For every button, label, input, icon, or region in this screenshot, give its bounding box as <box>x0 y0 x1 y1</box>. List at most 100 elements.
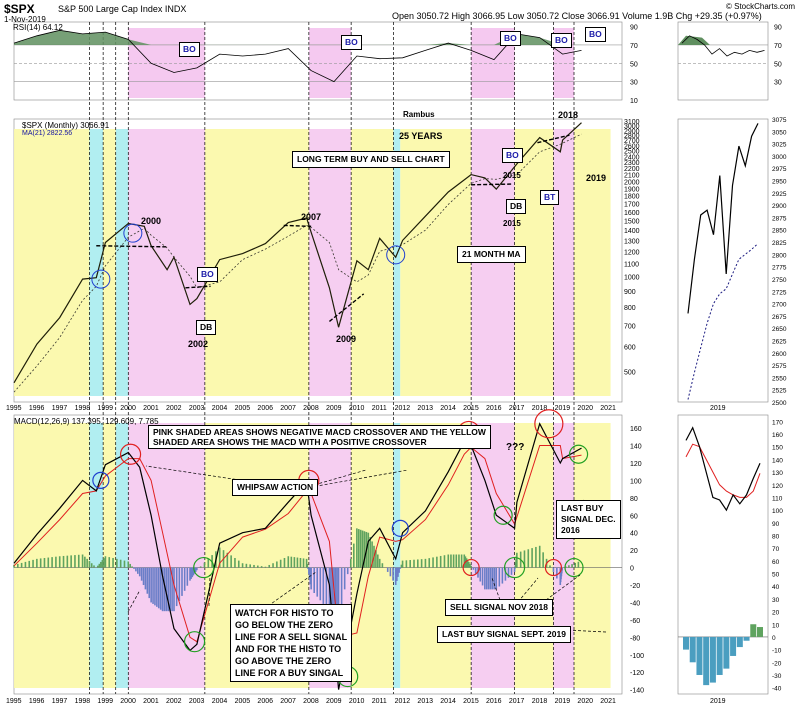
macd-detail-ytick-10: 10 <box>772 622 780 629</box>
zone-yellow-price-0 <box>14 129 90 396</box>
x-tick-mid-2005: 2005 <box>235 405 251 412</box>
price-ytick-1900: 1900 <box>624 186 640 193</box>
x-tick-mid-2021: 2021 <box>600 405 616 412</box>
macd-hist-bar-6-5 <box>137 567 139 574</box>
macd-detail-ytick-170: 170 <box>772 419 783 426</box>
macd-ytick-0: 0 <box>630 566 634 573</box>
price-detail-ytick-2650: 2650 <box>772 326 787 333</box>
macd-hist-bar-11-3 <box>192 567 195 576</box>
macd-circle-14 <box>568 444 589 464</box>
macd-hist-bar-30-5 <box>493 567 496 590</box>
macd-ytick--20: -20 <box>630 583 640 590</box>
zone-pink-price-4 <box>128 129 205 396</box>
macd-hist-bar-28-3 <box>466 560 469 568</box>
x-tick-mid-2007: 2007 <box>280 405 296 412</box>
rsi-overbought-fill <box>14 30 582 45</box>
rsi-label: RSI(14) 64.12 <box>13 23 63 32</box>
db-box-2002: DB <box>196 320 217 335</box>
macd-detail-ytick-50: 50 <box>772 572 780 579</box>
macd-hist-bar-14-2 <box>249 564 251 568</box>
macd-hist-bar-9-0 <box>161 567 164 612</box>
macd-hist-bar-34-5 <box>556 567 558 579</box>
x-tick-detail-price: 2019 <box>710 405 726 412</box>
x-tick-mid-2020: 2020 <box>577 405 593 412</box>
price-ytick-1100: 1100 <box>624 261 639 268</box>
macd-hist-bar-13-4 <box>234 557 236 568</box>
macd-hist-bar-15-1 <box>268 564 271 568</box>
price-detail-ytick-2925: 2925 <box>772 191 787 198</box>
macd-hist-bar-19-2 <box>331 567 334 615</box>
db-box-2015: DB <box>506 199 527 214</box>
macd-hist-bar-2-4 <box>74 555 76 568</box>
x-tick-mid-1996: 1996 <box>29 405 45 412</box>
bo-box-price-2003: BO <box>197 267 218 282</box>
macd-hist-bar-14-4 <box>257 565 259 568</box>
macd-hist-bar-24-3 <box>398 567 400 573</box>
macd-detail-signal <box>685 443 761 498</box>
watch-line-3: LINE FOR A SELL SIGNAL <box>235 632 348 642</box>
zone-legend-box: PINK SHADED AREAS SHOWS NEGATIVE MACD CR… <box>148 425 491 449</box>
macd-hist-bar-7-5 <box>148 567 151 599</box>
macd-hist-bar-22-1 <box>369 537 371 568</box>
x-tick-bot-2016: 2016 <box>486 698 502 705</box>
price-detail-ytick-2725: 2725 <box>772 289 787 296</box>
x-tick-bot-2006: 2006 <box>257 698 273 705</box>
year-2000-label: 2000 <box>141 216 162 226</box>
macd-hist-bar-36-3 <box>571 564 573 568</box>
watch-line-4: AND FOR THE HISTO TO <box>235 644 342 654</box>
macd-hist-bar-6-0 <box>127 561 130 568</box>
macd-circle-6 <box>391 519 409 537</box>
price-ytick-2700: 2700 <box>624 138 640 145</box>
macd-hist-bar-22-2 <box>371 541 373 568</box>
macd-hist-bar-18-0 <box>310 567 312 590</box>
macd-hist-bar-30-2 <box>487 567 490 590</box>
zone-yellow-price-7 <box>351 129 394 396</box>
neckline-5 <box>537 134 570 144</box>
zone-yellow-macd-0 <box>14 423 90 688</box>
macd-detail-ytick-90: 90 <box>772 521 780 528</box>
price-panel-frame-detail <box>677 118 769 403</box>
macd-hist-bar-12-3 <box>207 558 210 568</box>
macd-hist-bar-36-5 <box>577 561 580 568</box>
pointer-line-3 <box>208 574 211 607</box>
macd-hist-bar-10-0 <box>173 567 175 612</box>
macd-hist-bar-21-4 <box>363 531 366 568</box>
year-2019-label: 2019 <box>586 173 607 183</box>
price-detail-ytick-2750: 2750 <box>772 277 787 284</box>
macd-hist-bar-4-4 <box>101 560 104 568</box>
macd-detail-ytick--10: -10 <box>772 648 782 655</box>
macd-ytick-40: 40 <box>630 531 638 538</box>
macd-hist-bar-6-3 <box>133 567 135 569</box>
macd-hist-bar-3-1 <box>84 556 86 568</box>
macd-ytick-140: 140 <box>630 444 642 451</box>
macd-detail-ytick-20: 20 <box>772 610 780 617</box>
price-detail-ytick-2675: 2675 <box>772 314 787 321</box>
macd-hist-bar-17-1 <box>306 563 309 568</box>
macd-detail-hist-7 <box>730 636 737 656</box>
year-2007-label: 2007 <box>301 212 322 222</box>
macd-hist-bar-20-4 <box>349 558 352 568</box>
x-tick-mid-2000: 2000 <box>120 405 136 412</box>
x-tick-bot-2021: 2021 <box>600 698 616 705</box>
price-ytick-2000: 2000 <box>624 179 640 186</box>
macd-hist-bar-30-1 <box>485 567 488 590</box>
macd-line <box>13 422 582 690</box>
macd-hist-bar-25-5 <box>420 559 423 568</box>
zone-cyan-price-3 <box>115 129 129 396</box>
watch-line-5: GO ABOVE THE ZERO <box>235 656 332 666</box>
x-tick-bot-2012: 2012 <box>395 698 411 705</box>
price-detail-ytick-2625: 2625 <box>772 338 787 345</box>
macd-hist-bar-9-5 <box>171 567 173 612</box>
macd-circle-2 <box>193 556 215 579</box>
macd-hist-bar-9-1 <box>163 567 166 612</box>
macd-detail-ytick-100: 100 <box>772 508 783 515</box>
x-tick-mid-2014: 2014 <box>440 405 456 412</box>
x-tick-mid-2006: 2006 <box>257 405 273 412</box>
macd-detail-ytick-70: 70 <box>772 546 780 553</box>
price-detail-line <box>687 123 759 314</box>
macd-hist-bar-12-1 <box>199 566 202 568</box>
macd-hist-bar-26-3 <box>436 556 438 568</box>
macd-circle-13 <box>564 557 584 578</box>
macd-hist-bar-25-0 <box>401 560 404 568</box>
pointer-line-9 <box>565 629 607 633</box>
